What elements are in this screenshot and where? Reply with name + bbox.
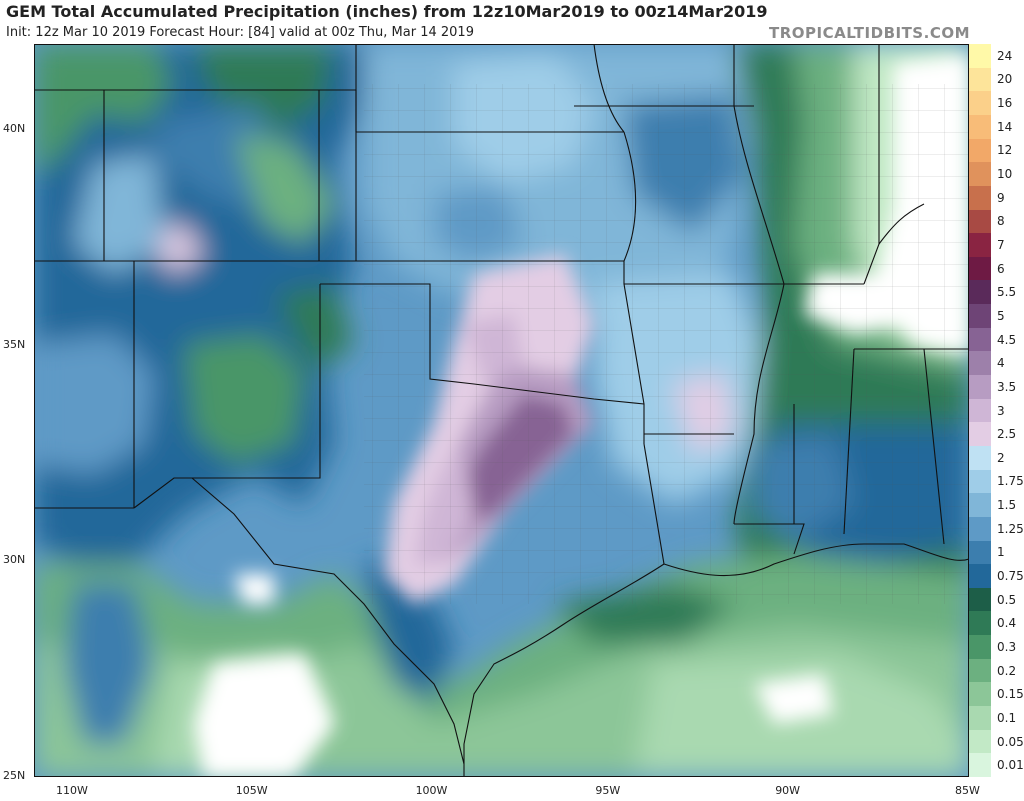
- legend-label: 5: [997, 308, 1005, 323]
- legend-swatch: [969, 375, 991, 400]
- legend-swatch: [969, 138, 991, 163]
- lat-label: 30N: [3, 553, 26, 567]
- legend-label: 2: [997, 450, 1005, 465]
- legend-swatch: [969, 327, 991, 352]
- legend-swatch: [969, 280, 991, 305]
- legend-label: 0.4: [997, 616, 1017, 631]
- precip-map: [34, 44, 969, 777]
- legend-swatch: [969, 611, 991, 636]
- legend-label: 24: [997, 48, 1013, 63]
- legend-label: 0.5: [997, 592, 1017, 607]
- legend-label: 1.25: [997, 521, 1024, 536]
- lon-label: 95W: [595, 784, 621, 797]
- legend-swatch: [969, 162, 991, 187]
- legend-label: 16: [997, 96, 1013, 111]
- legend-label: 5.5: [997, 285, 1017, 300]
- legend-swatch: [969, 682, 991, 707]
- legend-swatch: [969, 91, 991, 116]
- legend-swatch: [969, 564, 991, 589]
- legend-swatch: [969, 233, 991, 258]
- brand-watermark: TROPICALTIDBITS.COM: [769, 24, 970, 42]
- legend-label: 4.5: [997, 332, 1017, 347]
- legend-swatch: [969, 445, 991, 471]
- legend-swatch: [969, 658, 991, 683]
- legend-label: 20: [997, 72, 1013, 87]
- legend-swatch: [969, 729, 991, 754]
- legend-label: 10: [997, 167, 1013, 182]
- legend-label: 2.5: [997, 427, 1017, 442]
- lon-label: 110W: [55, 784, 88, 797]
- legend-swatch: [969, 469, 991, 494]
- state-borders: [34, 44, 969, 777]
- legend-label: 1.5: [997, 498, 1017, 513]
- legend-label: 1: [997, 545, 1005, 560]
- chart-subtitle: Init: 12z Mar 10 2019 Forecast Hour: [84…: [6, 25, 474, 40]
- precip-legend: 24 20 16 14 12 10 9 8 7 6 5.5 5 4.5 4 3.5 3 2.5 2 1.75 1.5 1…: [969, 44, 1024, 778]
- lon-label: 105W: [235, 784, 268, 797]
- county-grid: [364, 84, 969, 604]
- legend-label: 3.5: [997, 379, 1017, 394]
- legend-label: 3: [997, 403, 1005, 418]
- legend-label: 0.01: [997, 758, 1024, 773]
- legend-swatch: [969, 635, 991, 660]
- legend-swatch: [969, 422, 991, 447]
- legend-swatch: [969, 256, 991, 281]
- legend-swatch: [969, 304, 991, 329]
- legend-swatch: [969, 185, 991, 210]
- legend-swatch: [969, 516, 991, 542]
- legend-swatch: [969, 587, 991, 612]
- legend-swatch: [969, 44, 991, 69]
- legend-label: 9: [997, 190, 1005, 205]
- lon-label: 90W: [775, 784, 801, 797]
- lat-label: 35N: [3, 337, 26, 351]
- legend-swatch: [969, 753, 991, 778]
- legend-label: 0.75: [997, 569, 1024, 584]
- legend-label: 4: [997, 356, 1005, 371]
- lon-label: 100W: [415, 784, 448, 797]
- legend-label: 12: [997, 143, 1013, 158]
- chart-title: GEM Total Accumulated Precipitation (inc…: [6, 2, 768, 21]
- legend-label: 0.05: [997, 734, 1024, 749]
- legend-label: 0.2: [997, 663, 1017, 678]
- legend-swatch: [969, 706, 991, 731]
- legend-swatch: [969, 209, 991, 234]
- legend-label: 14: [997, 119, 1013, 134]
- legend-label: 6: [997, 261, 1005, 276]
- legend-label: 0.15: [997, 687, 1024, 702]
- legend-label: 8: [997, 214, 1005, 229]
- lon-label: 85W: [955, 784, 980, 797]
- legend-swatch: [969, 67, 991, 92]
- legend-label: 1.75: [997, 474, 1024, 489]
- legend-swatch: [969, 540, 991, 565]
- lat-label: 25N: [3, 769, 26, 782]
- legend-label: 7: [997, 237, 1005, 252]
- legend-swatch: [969, 398, 991, 423]
- lat-label: 40N: [3, 122, 26, 136]
- legend-swatch: [969, 493, 991, 518]
- legend-label: 0.3: [997, 639, 1017, 654]
- legend-swatch: [969, 351, 991, 376]
- legend-swatch: [969, 114, 991, 140]
- legend-label: 0.1: [997, 710, 1017, 725]
